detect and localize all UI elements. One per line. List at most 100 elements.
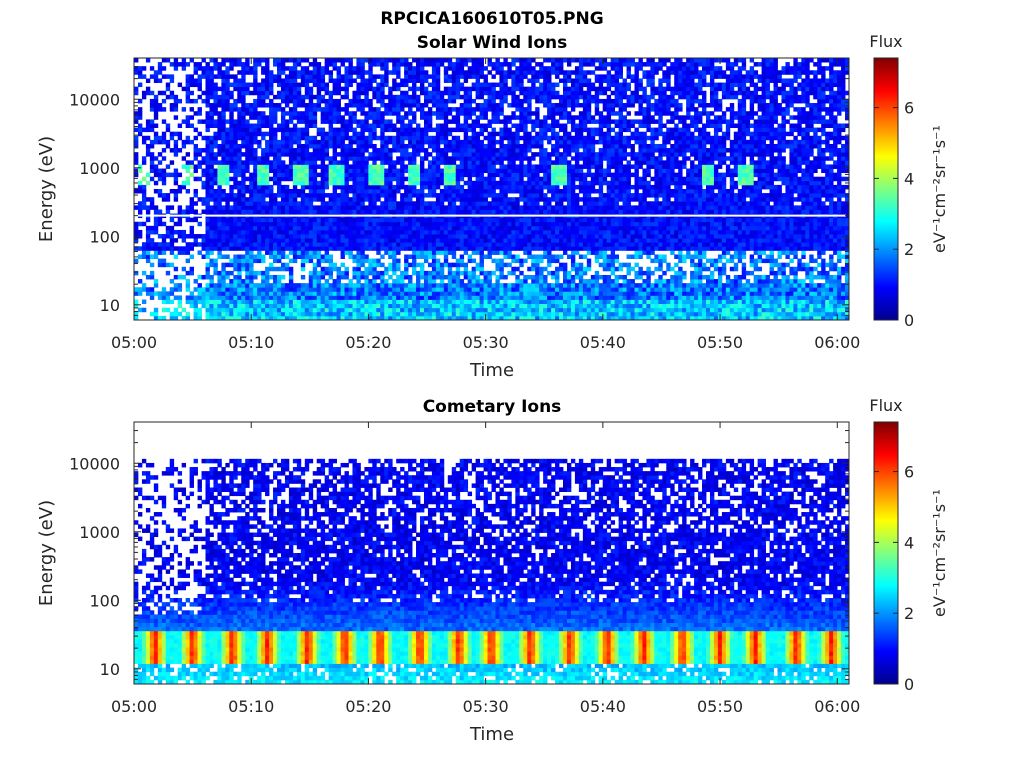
heatmap-cell: [364, 177, 368, 181]
heatmap-cell: [468, 91, 472, 95]
heatmap-cell: [305, 234, 309, 238]
heatmap-cell: [202, 291, 206, 295]
heatmap-cell: [519, 173, 523, 177]
heatmap-cell: [388, 226, 392, 230]
heatmap-cell: [428, 287, 432, 291]
heatmap-cell: [182, 156, 186, 160]
heatmap-cell: [341, 218, 345, 222]
heatmap-cell: [305, 95, 309, 99]
heatmap-cell: [456, 164, 460, 168]
heatmap-cell: [372, 287, 376, 291]
heatmap-cell: [257, 308, 261, 312]
heatmap-cell: [408, 279, 412, 283]
heatmap-cell: [265, 119, 269, 123]
heatmap-cell: [273, 58, 277, 62]
heatmap-cell: [428, 111, 432, 115]
heatmap-cell: [476, 181, 480, 185]
heatmap-cell: [460, 263, 464, 267]
heatmap-cell: [499, 246, 503, 250]
heatmap-cell: [440, 300, 444, 304]
heatmap-cell: [468, 140, 472, 144]
heatmap-cell: [424, 91, 428, 95]
heatmap-cell: [436, 300, 440, 304]
heatmap-cell: [317, 234, 321, 238]
heatmap-cell: [150, 295, 154, 299]
heatmap-cell: [277, 189, 281, 193]
heatmap-cell: [329, 119, 333, 123]
heatmap-cell: [360, 99, 364, 103]
heatmap-cell: [360, 111, 364, 115]
heatmap-cell: [404, 259, 408, 263]
heatmap-cell: [313, 271, 317, 275]
heatmap-cell: [503, 173, 507, 177]
heatmap-cell: [190, 74, 194, 78]
heatmap-cell: [376, 312, 380, 316]
heatmap-cell: [261, 259, 265, 263]
heatmap-cell: [321, 189, 325, 193]
heatmap-cell: [416, 222, 420, 226]
heatmap-cell: [265, 156, 269, 160]
heatmap-cell: [146, 230, 150, 234]
heatmap-cell: [317, 259, 321, 263]
heatmap-cell: [408, 246, 412, 250]
heatmap-cell: [309, 169, 313, 173]
heatmap-cell: [237, 181, 241, 185]
heatmap-cell: [456, 308, 460, 312]
heatmap-cell: [416, 242, 420, 246]
heatmap-cell: [448, 99, 452, 103]
heatmap-cell: [233, 197, 237, 201]
heatmap-cell: [142, 205, 146, 209]
heatmap-cell: [249, 255, 253, 259]
heatmap-cell: [464, 263, 468, 267]
heatmap-cell: [488, 201, 492, 205]
heatmap-cell: [388, 205, 392, 209]
heatmap-cell: [233, 267, 237, 271]
heatmap-cell: [404, 283, 408, 287]
heatmap-cell: [297, 193, 301, 197]
heatmap-cell: [289, 128, 293, 132]
heatmap-cell: [436, 91, 440, 95]
heatmap-cell: [289, 95, 293, 99]
heatmap-cell: [257, 83, 261, 87]
heatmap-cell: [392, 218, 396, 222]
heatmap-cell: [249, 83, 253, 87]
heatmap-cell: [472, 99, 476, 103]
heatmap-cell: [388, 255, 392, 259]
heatmap-cell: [273, 295, 277, 299]
heatmap-cell: [237, 87, 241, 91]
heatmap-cell: [289, 250, 293, 254]
heatmap-cell: [519, 263, 523, 267]
heatmap-cell: [464, 124, 468, 128]
heatmap-cell: [233, 242, 237, 246]
heatmap-cell: [420, 226, 424, 230]
heatmap-cell: [325, 132, 329, 136]
heatmap-cell: [452, 230, 456, 234]
heatmap-cell: [424, 259, 428, 263]
heatmap-cell: [241, 304, 245, 308]
heatmap-cell: [384, 111, 388, 115]
heatmap-cell: [301, 291, 305, 295]
heatmap-cell: [265, 271, 269, 275]
heatmap-cell: [321, 312, 325, 316]
heatmap-cell: [412, 295, 416, 299]
heatmap-cell: [480, 115, 484, 119]
heatmap-cell: [325, 111, 329, 115]
heatmap-cell: [213, 124, 217, 128]
heatmap-cell: [174, 95, 178, 99]
heatmap-cell: [241, 95, 245, 99]
heatmap-cell: [229, 103, 233, 107]
heatmap-cell: [162, 107, 166, 111]
heatmap-cell: [432, 111, 436, 115]
heatmap-cell: [352, 189, 356, 193]
heatmap-cell: [333, 156, 337, 160]
heatmap-cell: [237, 169, 241, 173]
heatmap-cell: [511, 78, 515, 82]
heatmap-cell: [213, 74, 217, 78]
heatmap-cell: [412, 304, 416, 308]
heatmap-cell: [285, 66, 289, 70]
heatmap-cell: [364, 140, 368, 144]
heatmap-cell: [364, 119, 368, 123]
heatmap-cell: [229, 160, 233, 164]
heatmap-cell: [364, 226, 368, 230]
heatmap-cell: [416, 226, 420, 230]
